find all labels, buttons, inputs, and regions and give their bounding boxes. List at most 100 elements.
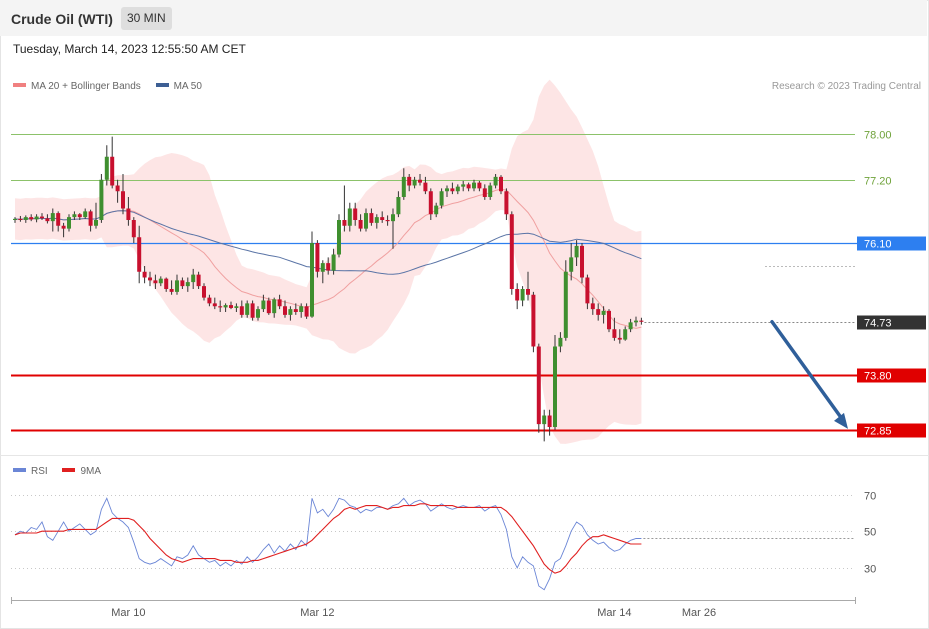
candle-body bbox=[515, 289, 520, 301]
candle bbox=[623, 326, 628, 341]
candle-body bbox=[482, 188, 487, 197]
candle bbox=[515, 283, 520, 310]
candle-body bbox=[509, 214, 514, 289]
chart-header: Crude Oil (WTI) 30 MIN bbox=[0, 0, 927, 36]
candle-body bbox=[40, 216, 44, 219]
candle bbox=[256, 306, 260, 321]
candle-body bbox=[612, 329, 617, 338]
legend-item-9ma: 9MA bbox=[62, 466, 101, 477]
candle-body bbox=[196, 274, 201, 287]
candle bbox=[477, 180, 482, 192]
legend-item-ma20: MA 20 + Bollinger Bands bbox=[13, 81, 141, 92]
candle bbox=[288, 306, 293, 321]
candle bbox=[585, 274, 590, 310]
candle bbox=[364, 208, 368, 232]
candle bbox=[596, 303, 601, 321]
x-tick-label: Mar 26 bbox=[682, 607, 716, 619]
candle bbox=[45, 214, 50, 224]
candle-body bbox=[601, 310, 606, 315]
candle-body bbox=[250, 303, 255, 318]
main-legend: MA 20 + Bollinger Bands MA 50 bbox=[13, 81, 214, 92]
candle-body bbox=[455, 186, 460, 192]
candle-body bbox=[461, 184, 466, 187]
candle-body bbox=[369, 213, 374, 223]
level-label-76.10: 76.10 bbox=[864, 239, 892, 251]
candle bbox=[499, 175, 503, 195]
candle bbox=[488, 182, 493, 200]
candle-body bbox=[542, 415, 547, 425]
candle bbox=[358, 214, 363, 232]
candle bbox=[234, 303, 239, 312]
candle bbox=[283, 300, 287, 318]
candle bbox=[385, 215, 390, 226]
candle bbox=[148, 271, 152, 287]
candle bbox=[428, 188, 433, 220]
x-tick-label: Mar 12 bbox=[300, 607, 334, 619]
candle-body bbox=[337, 220, 341, 255]
instrument-title: Crude Oil (WTI) bbox=[11, 11, 113, 27]
candle-body bbox=[499, 176, 503, 192]
candle bbox=[50, 208, 55, 232]
candle-body bbox=[126, 208, 131, 220]
candle bbox=[175, 274, 179, 295]
legend-swatch-9ma bbox=[62, 468, 76, 473]
candle bbox=[320, 260, 325, 284]
legend-swatch-rsi bbox=[13, 468, 26, 473]
candle-body bbox=[315, 243, 320, 272]
candle bbox=[126, 197, 131, 226]
candle bbox=[326, 257, 331, 275]
candle-body bbox=[639, 320, 644, 322]
candle-body bbox=[142, 271, 147, 278]
candle-body bbox=[520, 289, 525, 301]
candle bbox=[229, 301, 233, 310]
candle bbox=[580, 243, 584, 284]
candle bbox=[396, 191, 401, 218]
current-price-tag bbox=[857, 315, 926, 330]
candle-body bbox=[185, 282, 190, 287]
candle-body bbox=[110, 156, 115, 186]
candle bbox=[617, 329, 622, 344]
candle bbox=[374, 214, 379, 229]
candle-body bbox=[504, 191, 509, 215]
candle bbox=[493, 174, 498, 189]
x-axis: Mar 10 Mar 12 Mar 14 Mar 26 bbox=[11, 597, 856, 619]
level-label-77.20: 77.20 bbox=[864, 176, 892, 188]
candle-body bbox=[234, 306, 239, 308]
legend-item-rsi: RSI bbox=[13, 466, 48, 477]
candle-body bbox=[207, 297, 212, 304]
level-label-73.80: 73.80 bbox=[864, 371, 892, 383]
candle-body bbox=[374, 217, 379, 223]
candle-body bbox=[13, 218, 17, 220]
candle bbox=[202, 283, 206, 301]
candle bbox=[563, 260, 568, 341]
candle-body bbox=[347, 208, 352, 226]
candle-body bbox=[428, 191, 433, 215]
candle-body bbox=[77, 214, 82, 218]
candle-body bbox=[137, 237, 142, 272]
candle-body bbox=[256, 309, 260, 318]
candle bbox=[542, 409, 547, 442]
candle-body bbox=[423, 182, 428, 192]
candle-body bbox=[445, 188, 449, 192]
candle-body bbox=[574, 245, 579, 258]
candle bbox=[164, 277, 169, 292]
candle-body bbox=[353, 208, 358, 220]
legend-swatch-ma20 bbox=[13, 83, 26, 88]
candle bbox=[558, 332, 563, 353]
timeframe-badge[interactable]: 30 MIN bbox=[121, 7, 172, 30]
rsi-legend: RSI 9MA bbox=[13, 466, 113, 477]
candle-body bbox=[385, 220, 390, 222]
candle bbox=[482, 184, 487, 200]
candle bbox=[77, 213, 82, 220]
price-levels bbox=[11, 134, 926, 432]
candle-body bbox=[407, 176, 412, 186]
candle bbox=[83, 208, 88, 219]
candle bbox=[153, 274, 158, 289]
candle-body bbox=[83, 211, 88, 218]
candle bbox=[121, 174, 125, 215]
candle-body bbox=[418, 179, 422, 183]
rsi-tick-label-70: 70 bbox=[864, 491, 876, 503]
chart-datetime: Tuesday, March 14, 2023 12:55:50 AM CET bbox=[13, 42, 246, 56]
candle bbox=[553, 335, 557, 430]
